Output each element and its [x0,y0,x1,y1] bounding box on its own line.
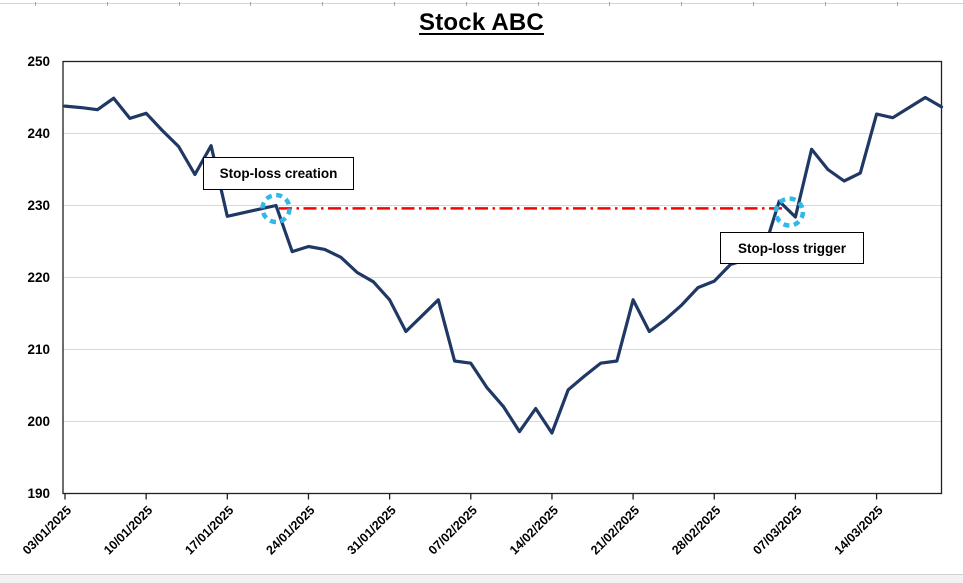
spreadsheet-column-tick [106,2,108,6]
chart-title: Stock ABC [419,9,544,36]
y-axis-tick-label: 220 [27,270,50,285]
x-axis-tick-label: 03/01/2025 [20,503,74,557]
plot-border [62,60,943,495]
x-axis-tick-label: 31/01/2025 [345,503,399,557]
y-axis-tick-label: 190 [27,486,50,501]
spreadsheet-column-tick [465,2,467,6]
stop-loss-trigger-marker [773,196,806,228]
spreadsheet-column-tick [896,2,898,6]
spreadsheet-column-tick [609,2,611,6]
x-axis-tick-label: 17/01/2025 [182,503,236,557]
x-axis-tick-label: 10/01/2025 [101,503,155,557]
x-axis-tick-label: 07/02/2025 [426,503,480,557]
spreadsheet-column-tick [250,2,252,6]
stop-loss-creation-marker [260,192,292,225]
y-axis-tick-label: 240 [27,126,50,141]
x-axis-tick-label: 14/02/2025 [507,503,561,557]
x-axis-tick-label: 07/03/2025 [750,503,804,557]
spreadsheet-column-tick [35,2,36,6]
x-axis-tick-label: 28/02/2025 [669,503,723,557]
stop-loss-trigger-label-text: Stop-loss trigger [737,240,846,256]
spreadsheet-column-tick [824,2,826,6]
spreadsheet-gridline-artifact [0,2,963,6]
spreadsheet-column-tick [753,2,754,6]
spreadsheet-column-tick [681,2,683,6]
x-axis-tick-label: 21/02/2025 [588,503,642,557]
stop-loss-trigger-label: Stop-loss trigger [720,232,864,264]
y-axis-tick-label: 230 [27,198,50,213]
spreadsheet-column-tick [178,2,180,6]
spreadsheet-row-artifact [0,574,963,583]
x-axis-tick-label: 24/01/2025 [263,503,317,557]
spreadsheet-column-tick [537,2,539,6]
spreadsheet-column-tick [322,2,324,6]
spreadsheet-column-tick [394,2,395,6]
y-axis-tick-label: 210 [27,342,50,357]
y-axis-tick-label: 250 [27,54,50,69]
y-axis-tick-label: 200 [27,414,50,429]
stop-loss-creation-label: Stop-loss creation [203,157,354,190]
x-axis-tick-label: 14/03/2025 [832,503,886,557]
price-line [63,95,944,435]
stop-loss-creation-label-text: Stop-loss creation [219,166,338,181]
